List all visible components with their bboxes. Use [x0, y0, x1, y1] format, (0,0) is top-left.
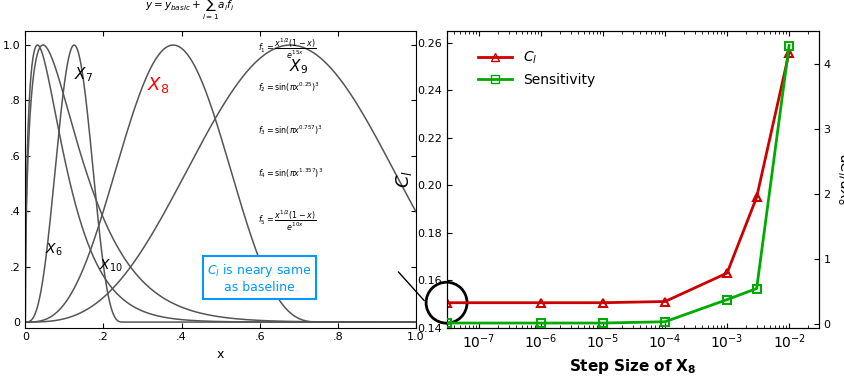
- Text: $y = y_{basic} + \sum_{i=1}^{5} a_i f_i$: $y = y_{basic} + \sum_{i=1}^{5} a_i f_i$: [145, 0, 234, 22]
- Text: $f_5 = \dfrac{x^{1/2}(1-x)}{e^{10x}}$: $f_5 = \dfrac{x^{1/2}(1-x)}{e^{10x}}$: [257, 209, 316, 233]
- Legend: $C_l$, Sensitivity: $C_l$, Sensitivity: [472, 44, 601, 92]
- Text: $f_2 = \sin(\pi x^{0.25})^3$: $f_2 = \sin(\pi x^{0.25})^3$: [257, 80, 320, 94]
- Y-axis label: $C_l$: $C_l$: [394, 170, 414, 188]
- Text: $X_6$: $X_6$: [45, 242, 62, 258]
- Text: $X_9$: $X_9$: [289, 57, 308, 76]
- Text: $C_l$ is neary same
as baseline: $C_l$ is neary same as baseline: [208, 262, 312, 294]
- X-axis label: x: x: [217, 348, 225, 361]
- Text: $X_8$: $X_8$: [147, 75, 170, 95]
- Text: $X_{10}$: $X_{10}$: [100, 257, 123, 273]
- X-axis label: $\mathbf{Step\ Size\ of\ X_8}$: $\mathbf{Step\ Size\ of\ X_8}$: [569, 356, 696, 376]
- Text: $f_4 = \sin(\pi x^{1.357})^3$: $f_4 = \sin(\pi x^{1.357})^3$: [257, 166, 323, 180]
- Text: $f_1 = \dfrac{x^{1/2}(1-x)}{e^{15x}}$: $f_1 = \dfrac{x^{1/2}(1-x)}{e^{15x}}$: [257, 37, 316, 62]
- Text: $X_7$: $X_7$: [74, 65, 94, 84]
- Y-axis label: $dC_l/dX_8$: $dC_l/dX_8$: [836, 153, 844, 206]
- Text: $f_3 = \sin(\pi x^{0.757})^3$: $f_3 = \sin(\pi x^{0.757})^3$: [257, 123, 322, 137]
